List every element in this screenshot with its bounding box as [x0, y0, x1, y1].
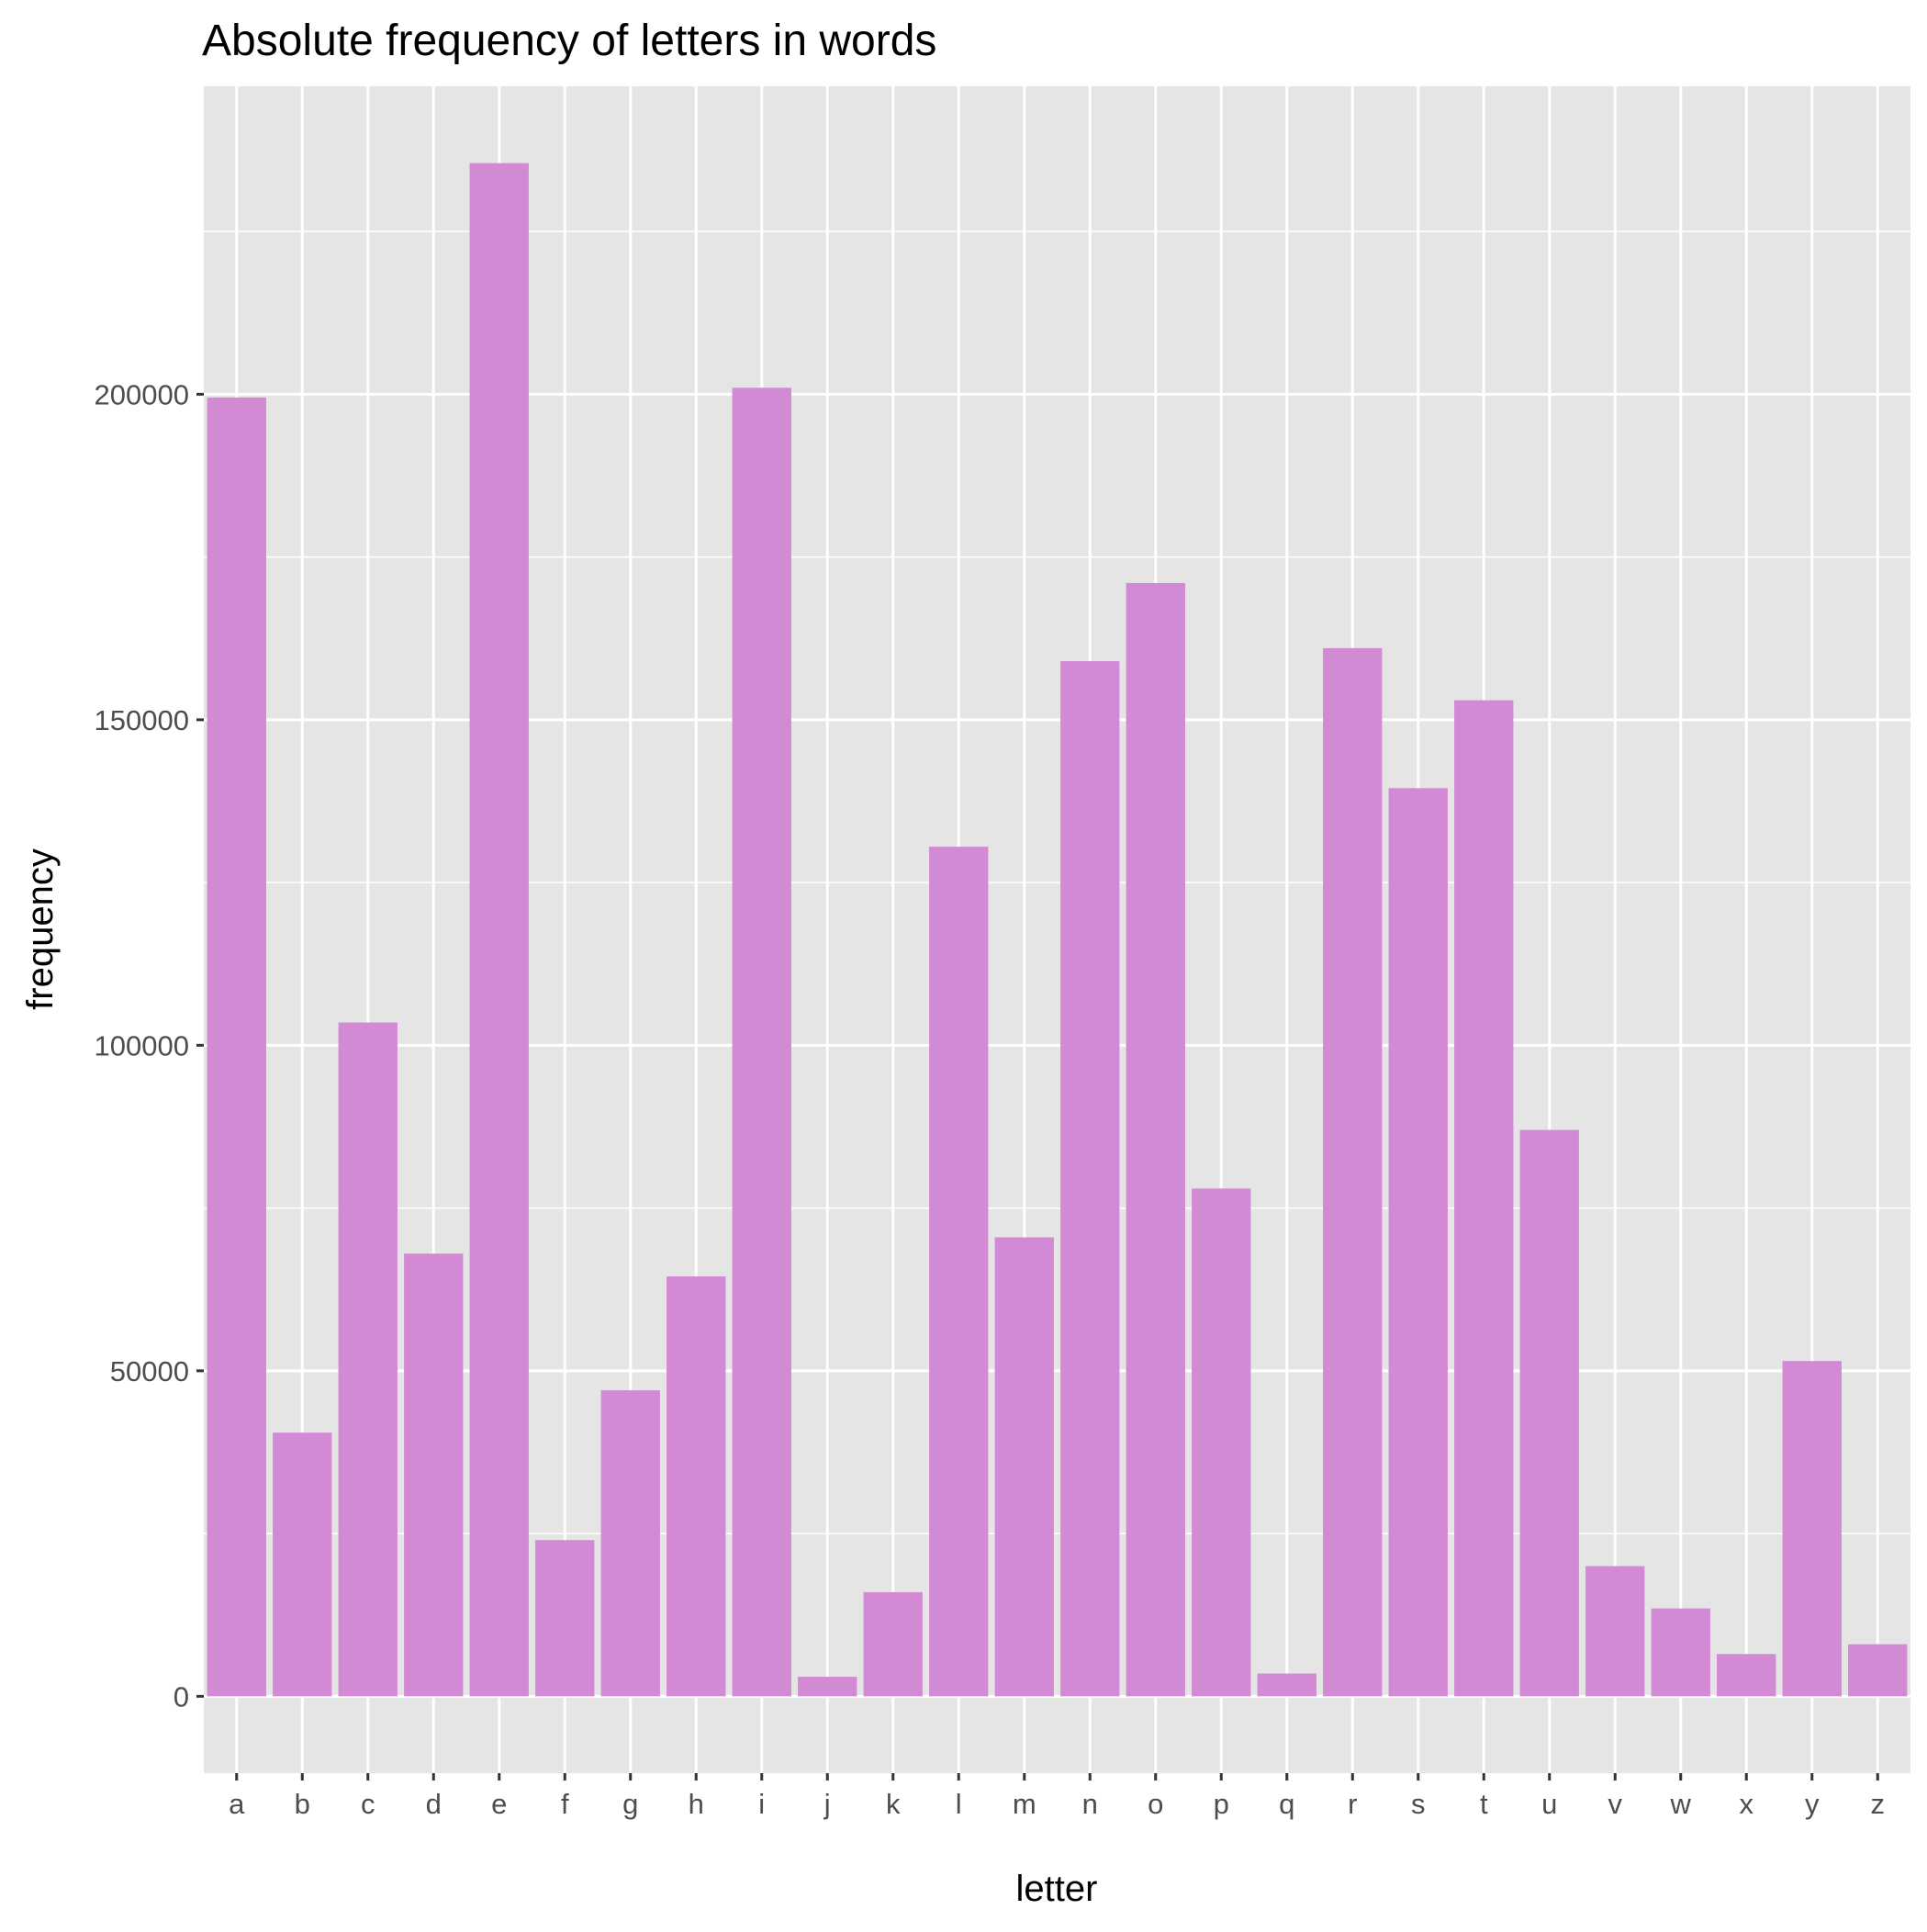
x-tick-label: t: [1480, 1788, 1488, 1820]
bar-i: [732, 388, 791, 1697]
y-tick-label: 200000: [95, 378, 189, 410]
x-tick-label: i: [758, 1788, 765, 1820]
bar-n: [1060, 661, 1120, 1697]
bar-z: [1848, 1644, 1908, 1697]
y-tick-label: 50000: [110, 1355, 189, 1387]
x-tick-label: l: [956, 1788, 962, 1820]
bar-q: [1257, 1673, 1316, 1697]
y-axis: 0 50000 100000 150000 200000: [95, 378, 204, 1713]
bar-b: [273, 1432, 332, 1697]
x-tick-label: a: [229, 1788, 245, 1820]
bar-k: [863, 1591, 923, 1697]
bar-t: [1454, 700, 1514, 1697]
bar-l: [929, 847, 989, 1697]
bar-m: [994, 1237, 1054, 1697]
bar-p: [1192, 1188, 1251, 1697]
x-tick-label: j: [823, 1788, 831, 1820]
bar-h: [667, 1276, 726, 1697]
x-tick-label: r: [1348, 1788, 1357, 1820]
x-tick-label: k: [886, 1788, 901, 1820]
x-tick-label: p: [1214, 1788, 1229, 1820]
x-tick-label: o: [1148, 1788, 1163, 1820]
bar-s: [1388, 788, 1448, 1697]
y-tick-label: 150000: [95, 704, 189, 736]
x-tick-label: y: [1805, 1788, 1820, 1820]
bar-a: [207, 397, 266, 1697]
chart-title: Absolute frequency of letters in words: [202, 17, 936, 65]
bar-g: [600, 1390, 660, 1697]
bar-w: [1651, 1608, 1710, 1697]
y-axis-title: frequency: [20, 848, 61, 1010]
x-tick-label: m: [1013, 1788, 1036, 1820]
y-tick-label: 0: [174, 1680, 189, 1713]
x-tick-label: b: [295, 1788, 310, 1820]
bar-v: [1585, 1566, 1645, 1697]
x-tick-label: e: [491, 1788, 507, 1820]
bar-r: [1323, 647, 1383, 1697]
bars: [207, 163, 1908, 1697]
x-tick-label: g: [622, 1788, 638, 1820]
x-tick-label: u: [1541, 1788, 1557, 1820]
x-tick-label: c: [361, 1788, 375, 1820]
bar-u: [1519, 1129, 1579, 1697]
x-tick-label: v: [1608, 1788, 1623, 1820]
bar-d: [404, 1253, 464, 1697]
x-axis: a b c d e f g h i j k l m n o p q r s t u v w x y z: [229, 1773, 1885, 1820]
y-tick-label: 100000: [95, 1029, 189, 1061]
x-tick-label: x: [1740, 1788, 1754, 1820]
x-axis-title: letter: [1016, 1869, 1098, 1909]
x-tick-label: n: [1082, 1788, 1098, 1820]
bar-f: [535, 1540, 595, 1697]
bar-j: [798, 1677, 857, 1697]
x-tick-label: d: [426, 1788, 442, 1820]
x-tick-label: f: [561, 1788, 569, 1820]
x-tick-label: z: [1871, 1788, 1886, 1820]
x-tick-label: s: [1411, 1788, 1426, 1820]
bar-c: [338, 1022, 398, 1697]
x-tick-label: w: [1670, 1788, 1692, 1820]
bar-e: [469, 163, 529, 1697]
x-tick-label: h: [689, 1788, 704, 1820]
bar-x: [1717, 1654, 1776, 1697]
x-tick-label: q: [1279, 1788, 1294, 1820]
bar-o: [1126, 582, 1185, 1697]
bar-y: [1782, 1361, 1842, 1697]
